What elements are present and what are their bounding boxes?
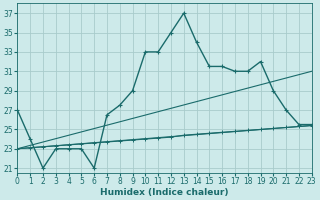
X-axis label: Humidex (Indice chaleur): Humidex (Indice chaleur) <box>100 188 229 197</box>
